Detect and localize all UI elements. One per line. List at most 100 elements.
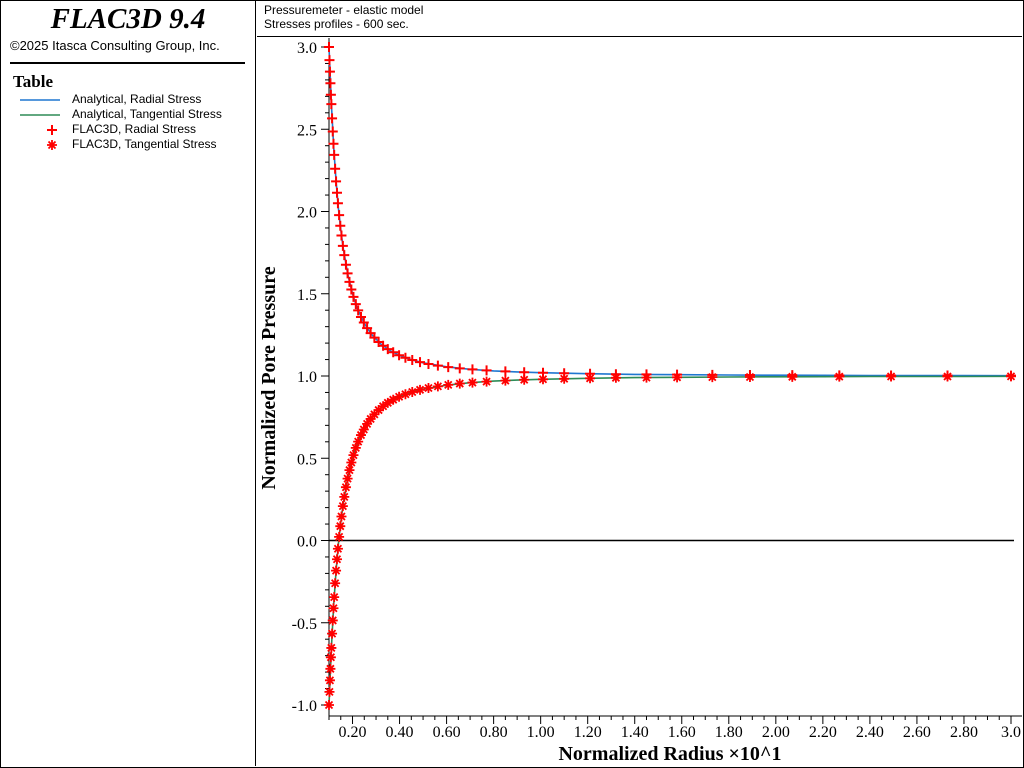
data-point-plus: [324, 42, 334, 52]
plot-header: Pressuremeter - elastic model Stresses p…: [257, 0, 1022, 37]
data-point-plus: [415, 357, 426, 368]
y-tick-label: 2.0: [297, 205, 317, 222]
data-point-asterisk: [467, 377, 478, 388]
data-point-asterisk: [327, 628, 338, 639]
data-point-asterisk: [400, 389, 411, 400]
y-tick-label: 0.5: [297, 451, 317, 468]
data-point-plus: [340, 259, 351, 270]
data-point-asterisk: [324, 686, 335, 697]
data-point-asterisk: [353, 436, 364, 447]
x-tick-label: 2.20: [809, 724, 837, 741]
data-point-asterisk: [382, 397, 393, 408]
data-point-asterisk: [362, 418, 373, 429]
data-point-asterisk: [500, 375, 511, 386]
y-axis-title: Normalized Pore Pressure: [258, 266, 280, 489]
data-point-plus: [327, 113, 338, 124]
data-point-asterisk: [432, 381, 443, 392]
data-point-plus: [382, 344, 393, 355]
data-point-asterisk: [585, 373, 596, 384]
series-asterisk-3: [324, 371, 1016, 710]
data-point-asterisk: [332, 543, 343, 554]
data-point-asterisk: [350, 442, 361, 453]
x-tick-label: 0.20: [339, 724, 367, 741]
data-point-plus: [331, 176, 342, 187]
data-point-plus: [432, 360, 443, 371]
data-point-plus: [325, 78, 336, 89]
data-point-asterisk: [378, 401, 389, 412]
data-point-plus: [394, 350, 405, 361]
data-point-plus: [330, 163, 341, 174]
data-point-asterisk: [1006, 371, 1016, 382]
axes: -1.0 -0.5 0.0 0.5 1.0 1.5 2.0 2.5 3.0 0.20 0.40 0.6…: [292, 38, 1022, 741]
data-point-asterisk: [481, 376, 492, 387]
data-point-plus: [324, 55, 335, 66]
data-point-plus: [388, 347, 399, 358]
data-point-asterisk: [324, 700, 334, 710]
plot-subtitle: Stresses profiles - 600 sec.: [264, 17, 409, 31]
y-tick-label: 2.5: [297, 122, 317, 139]
data-point-asterisk: [394, 391, 405, 402]
data-point-asterisk: [358, 424, 369, 435]
x-tick-label: 2.40: [856, 724, 884, 741]
data-point-asterisk: [340, 482, 351, 493]
legend: Analytical, Radial Stress Analytical, Ta…: [10, 92, 250, 152]
data-point-asterisk: [348, 450, 359, 461]
title-divider: [10, 62, 245, 64]
data-point-asterisk: [672, 372, 683, 383]
data-point-asterisk: [559, 373, 570, 384]
data-point-plus: [407, 355, 418, 366]
data-point-plus: [353, 305, 364, 316]
legend-item-flac3d-tangential: FLAC3D, Tangential Stress: [10, 137, 250, 152]
data-point-plus: [467, 364, 478, 375]
x-tick-label: 2.60: [903, 724, 931, 741]
x-tick-label: 0.80: [480, 724, 508, 741]
data-point-plus: [331, 187, 342, 198]
data-point-asterisk: [330, 578, 341, 589]
data-point-plus: [500, 366, 511, 377]
legend-item-analytical-tangential: Analytical, Tangential Stress: [10, 107, 250, 122]
data-point-plus: [350, 299, 361, 310]
data-point-plus: [481, 365, 492, 376]
legend-label: FLAC3D, Tangential Stress: [72, 137, 217, 151]
data-point-plus: [358, 317, 369, 328]
plot-title: Pressuremeter - elastic model: [264, 3, 424, 17]
legend-item-flac3d-radial: FLAC3D, Radial Stress: [10, 122, 250, 137]
data-point-asterisk: [641, 372, 652, 383]
data-point-plus: [326, 99, 337, 110]
data-point-asterisk: [707, 372, 718, 383]
data-point-asterisk: [787, 371, 798, 382]
plus-marker-icon: [47, 125, 57, 135]
legend-swatch-plus-icon: [47, 125, 57, 135]
data-point-asterisk: [519, 374, 530, 385]
data-point-plus: [335, 220, 346, 231]
y-tick-label: 1.0: [297, 369, 317, 386]
x-tick-label: 1.60: [668, 724, 696, 741]
data-point-asterisk: [339, 491, 350, 502]
data-point-asterisk: [744, 371, 755, 382]
data-point-asterisk: [331, 554, 342, 565]
data-point-asterisk: [423, 383, 434, 394]
data-point-asterisk: [886, 371, 897, 382]
data-point-asterisk: [329, 592, 340, 603]
data-point-plus: [346, 284, 357, 295]
x-tick-label: 1.80: [715, 724, 743, 741]
data-point-asterisk: [373, 405, 384, 416]
data-point-asterisk: [325, 652, 336, 663]
legend-swatch-asterisk-icon: [47, 140, 57, 150]
copyright-text: ©2025 Itasca Consulting Group, Inc.: [10, 38, 220, 53]
data-point-asterisk: [834, 371, 845, 382]
data-point-asterisk: [407, 386, 418, 397]
x-axis-title: Normalized Radius ×10^1: [558, 743, 781, 765]
x-tick-label: 1.40: [621, 724, 649, 741]
data-point-asterisk: [326, 642, 337, 653]
data-point-asterisk: [336, 511, 347, 522]
data-point-asterisk: [327, 615, 338, 626]
info-panel: FLAC3D 9.4 ©2025 Itasca Consulting Group…: [0, 0, 256, 766]
data-point-asterisk: [344, 465, 355, 476]
data-point-plus: [400, 352, 411, 363]
data-point-asterisk: [324, 675, 335, 686]
data-point-plus: [344, 276, 355, 287]
data-point-asterisk: [942, 371, 953, 382]
app-title: FLAC3D 9.4: [50, 3, 206, 35]
